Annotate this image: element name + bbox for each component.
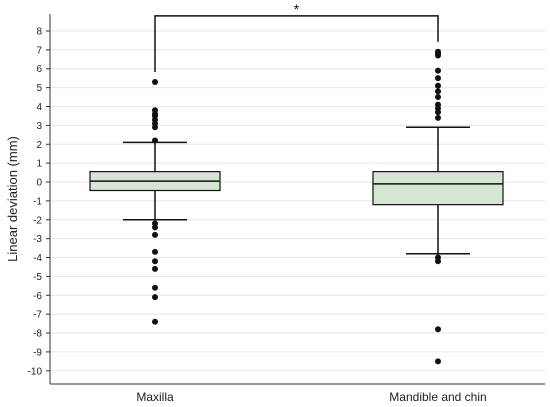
y-axis-label: Linear deviation (mm) xyxy=(5,136,20,262)
outlier-point xyxy=(435,75,441,82)
y-tick-label: -7 xyxy=(33,310,42,321)
y-tick-labels: 8 7 6 5 4 3 2 1 0 -1 -2 -3 -4 -5 -6 -7 -8 -9 -10 xyxy=(28,26,50,377)
box-0 xyxy=(89,78,221,325)
significance-label: * xyxy=(294,1,300,17)
box-1 xyxy=(372,48,504,365)
outlier-point xyxy=(152,318,158,325)
outlier-point xyxy=(152,265,158,272)
outlier-point xyxy=(152,248,158,255)
y-tick-label: -2 xyxy=(33,215,42,226)
outlier-point xyxy=(152,258,158,265)
y-tick-label: -3 xyxy=(33,234,42,245)
category-label: Maxilla xyxy=(136,390,174,404)
outlier-point xyxy=(435,114,441,121)
y-tick-label: 1 xyxy=(36,159,42,170)
outlier-point xyxy=(435,358,441,365)
outlier-point xyxy=(152,224,158,231)
y-tick-label: -4 xyxy=(33,253,42,264)
y-tick-label: -8 xyxy=(33,329,42,340)
bracket-line xyxy=(154,15,439,72)
category-labels: Maxilla Mandible and chin xyxy=(136,390,486,404)
outlier-point xyxy=(435,258,441,265)
y-tick-label: -6 xyxy=(33,291,42,302)
outlier-point xyxy=(435,52,441,59)
outlier-point xyxy=(435,88,441,95)
y-tick-label: -10 xyxy=(28,366,43,377)
y-tick-label: 0 xyxy=(36,178,42,189)
y-tick-label: -9 xyxy=(33,347,42,358)
outlier-point xyxy=(152,284,158,291)
outlier-point xyxy=(435,82,441,89)
y-tick-label: -5 xyxy=(33,272,42,283)
y-tick-label: 8 xyxy=(36,26,42,37)
outlier-point xyxy=(152,124,158,131)
outlier-point xyxy=(152,294,158,301)
outlier-point xyxy=(152,78,158,85)
y-tick-label: 5 xyxy=(36,83,42,94)
outlier-point xyxy=(435,94,441,101)
category-label: Mandible and chin xyxy=(389,390,486,404)
y-tick-label: 7 xyxy=(36,45,42,56)
y-tick-label: 3 xyxy=(36,121,42,132)
y-tick-label: 2 xyxy=(36,140,42,151)
y-tick-label: 6 xyxy=(36,64,42,75)
outlier-point xyxy=(435,109,441,116)
y-tick-label: 4 xyxy=(36,102,42,113)
iqr-box xyxy=(372,171,504,206)
outlier-point xyxy=(435,67,441,74)
outlier-point xyxy=(152,231,158,238)
boxes xyxy=(89,48,504,365)
y-tick-label: -1 xyxy=(33,196,42,207)
significance-bracket: * xyxy=(154,1,439,72)
outlier-point xyxy=(435,326,441,333)
outlier-point xyxy=(152,137,158,144)
